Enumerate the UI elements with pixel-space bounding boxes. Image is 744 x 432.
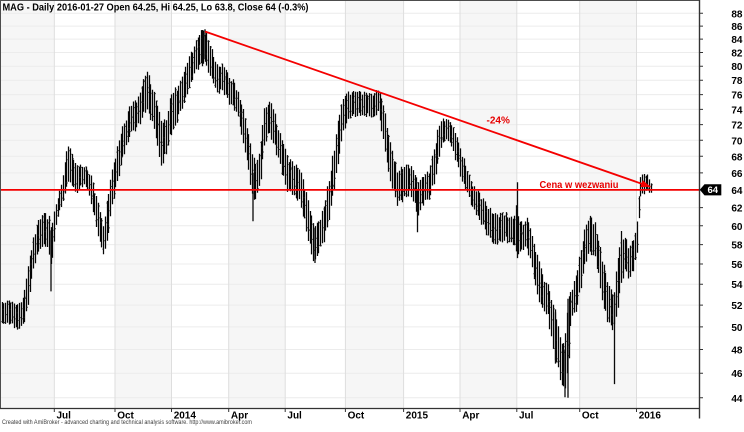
svg-text:50: 50	[731, 323, 743, 334]
svg-text:88: 88	[731, 9, 743, 20]
svg-text:74: 74	[731, 105, 743, 116]
svg-text:82: 82	[731, 49, 743, 60]
svg-text:Apr: Apr	[462, 411, 479, 422]
svg-text:70: 70	[731, 136, 743, 147]
svg-text:Cena w wezwaniu: Cena w wezwaniu	[540, 180, 619, 191]
svg-text:56: 56	[731, 260, 743, 271]
svg-text:64: 64	[731, 186, 743, 197]
svg-text:64: 64	[708, 185, 719, 196]
svg-text:44: 44	[731, 394, 743, 405]
svg-text:Apr: Apr	[231, 411, 248, 422]
svg-text:60: 60	[731, 222, 743, 233]
svg-text:66: 66	[731, 169, 743, 180]
svg-text:Oct: Oct	[582, 411, 599, 422]
svg-text:76: 76	[731, 91, 743, 102]
svg-text:46: 46	[731, 369, 743, 380]
svg-text:72: 72	[731, 121, 743, 132]
svg-text:Oct: Oct	[348, 411, 365, 422]
svg-text:68: 68	[731, 152, 743, 163]
svg-text:MAG - Daily 2016-01-27 Open 64: MAG - Daily 2016-01-27 Open 64.25, Hi 64…	[3, 3, 309, 14]
svg-text:Oct: Oct	[117, 411, 134, 422]
svg-text:86: 86	[731, 22, 743, 33]
svg-text:58: 58	[731, 241, 743, 252]
svg-text:78: 78	[731, 76, 743, 87]
svg-text:Created with AmiBroker - advan: Created with AmiBroker - advanced charti…	[2, 419, 252, 426]
svg-text:Jul: Jul	[57, 411, 72, 422]
svg-text:2014: 2014	[174, 411, 197, 422]
svg-text:54: 54	[731, 280, 743, 291]
svg-text:84: 84	[731, 35, 743, 46]
svg-text:2016: 2016	[639, 411, 662, 422]
svg-text:-24%: -24%	[487, 116, 510, 127]
svg-text:2015: 2015	[406, 411, 429, 422]
svg-text:Jul: Jul	[287, 411, 302, 422]
svg-text:62: 62	[731, 204, 743, 215]
svg-text:52: 52	[731, 301, 743, 312]
svg-text:Jul: Jul	[519, 411, 534, 422]
svg-text:48: 48	[731, 346, 743, 357]
svg-text:80: 80	[731, 62, 743, 73]
